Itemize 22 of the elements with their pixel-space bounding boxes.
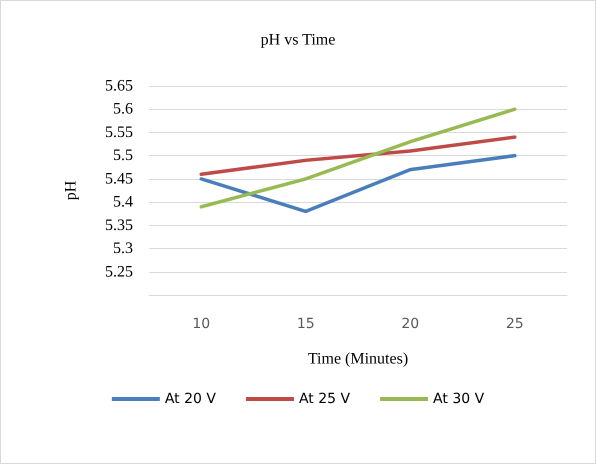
y-tick-label: 5.35 (105, 216, 133, 234)
y-tick-label: 5.4 (113, 194, 133, 211)
y-tick-label: 5.6 (113, 100, 133, 118)
x-tick-label: 20 (401, 316, 420, 332)
line-series (200, 107, 516, 209)
y-tick-label: 5.45 (105, 170, 133, 188)
x-tick-label: 25 (506, 316, 524, 332)
line-series (200, 135, 516, 176)
y-tick-label: 5.25 (105, 263, 133, 280)
legend-label: At 20 V (164, 391, 216, 407)
x-tick-label: 15 (296, 316, 315, 332)
x-tick-label: 10 (192, 316, 210, 332)
legend-label: At 30 V (433, 391, 485, 407)
x-axis-title: Time (Minutes) (308, 350, 408, 368)
y-axis-title: pH (62, 180, 80, 200)
y-tick-label: 5.65 (105, 78, 133, 94)
legend-label: At 25 V (298, 391, 350, 407)
chart-title: pH vs Time (260, 32, 336, 48)
y-tick-label: 5.5 (113, 147, 133, 164)
y-tick-label: 5.3 (113, 240, 133, 258)
line-series (200, 154, 516, 214)
y-tick-label: 5.55 (105, 124, 133, 141)
